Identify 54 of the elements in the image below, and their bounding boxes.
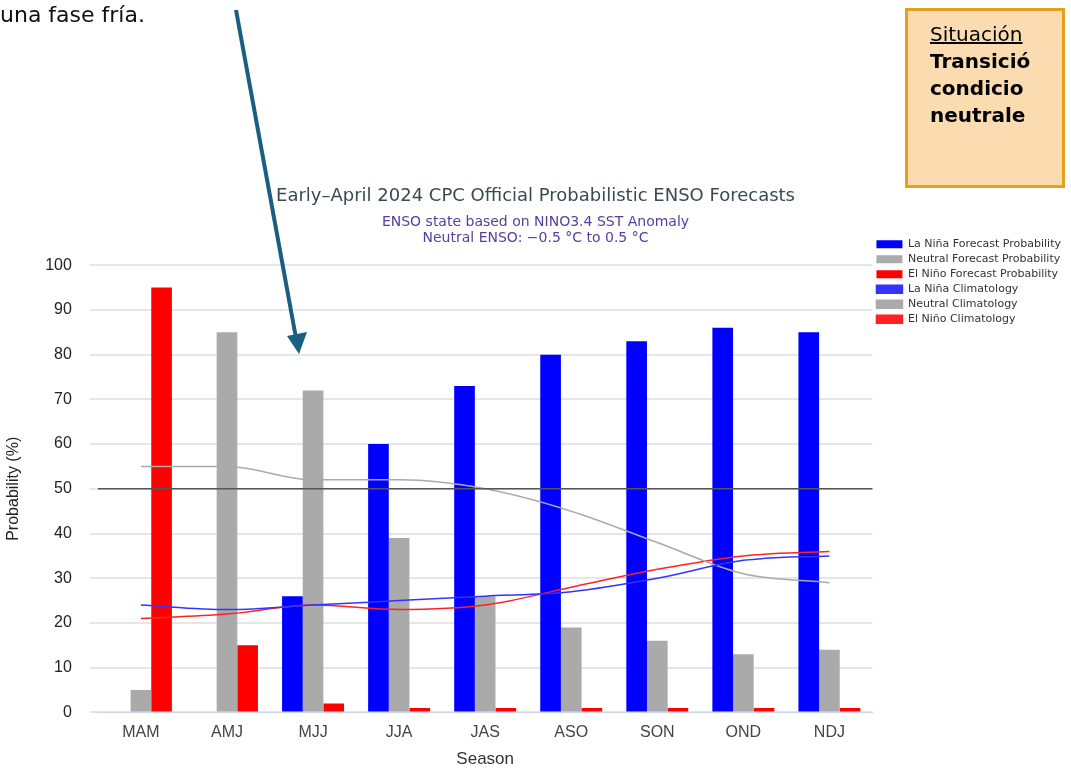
text: una fase fría. [0,2,145,27]
legend-label: El Niño Forecast Probability [907,267,1059,281]
bar [819,649,840,712]
bar [368,444,389,712]
y-tick-label: 50 [54,479,72,497]
y-tick-label: 80 [54,345,72,363]
bar [626,341,647,712]
bar [388,537,410,712]
bar [237,645,258,712]
text: Transició [930,48,1032,75]
text: Situación [930,21,1024,48]
y-tick-label: 30 [54,568,72,586]
x-tick-label: MJJ [298,723,328,741]
legend-label: El Niño Climatology [907,312,1016,326]
bar [454,385,475,712]
line-series [140,550,831,620]
x-tick-label: ASO [554,723,589,741]
x-tick-label: SON [639,723,675,741]
legend-label: La Niña Climatology [907,282,1019,296]
x-tick-label: MAM [122,723,160,741]
bar [646,640,668,712]
bar [151,287,172,712]
legend-label: La Niña Forecast Probability [907,237,1062,251]
bar [323,703,345,712]
chart-title: Early–April 2024 CPC Official Probabilistic ENSO Forecasts [276,184,795,206]
bar [798,332,820,712]
bar [282,596,303,712]
y-tick-label: 40 [54,523,72,541]
legend-label: Neutral Climatology [907,297,1019,311]
bar [733,654,754,712]
y-tick-label: 70 [54,389,72,407]
legend-label: Neutral Forecast Probability [907,252,1061,266]
x-tick-label: OND [725,723,762,741]
y-tick-label: 60 [54,434,72,452]
x-tick-label: AMJ [210,723,243,741]
x-tick-label: JAS [470,723,500,741]
chart-subtitle: ENSO state based on NINO3.4 SST Anomaly Neutral ENSO: −0.5 °C to 0.5 °C [381,212,690,246]
x-axis-title: Season [456,749,515,769]
bar [540,354,561,712]
text: condicio [930,75,1025,102]
y-tick-label: 90 [54,300,72,318]
x-tick-label: NDJ [813,723,845,741]
bar [474,596,496,712]
bar [560,627,582,712]
x-tick-label: JJA [385,723,413,741]
line-series [140,555,831,611]
y-tick-label: 20 [54,613,72,631]
y-tick-label: 0 [62,702,72,720]
y-axis-title: Probability (%) [4,436,22,541]
bar [712,327,734,712]
y-tick-label: 10 [54,658,72,676]
y-tick-label: 100 [45,255,72,273]
text: neutrale [930,102,1027,129]
bar [130,690,152,712]
